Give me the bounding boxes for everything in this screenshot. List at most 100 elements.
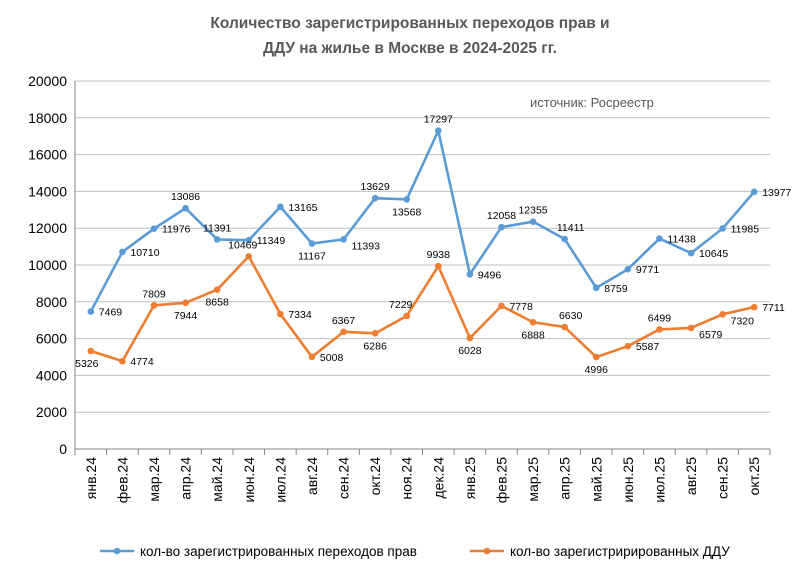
x-tick-label: июл.25: [651, 457, 667, 503]
x-tick-label: апр.25: [557, 457, 573, 500]
data-point: [656, 326, 663, 333]
data-label: 11391: [203, 222, 232, 234]
data-point: [403, 312, 411, 320]
data-point: [119, 357, 126, 365]
data-label: 7320: [731, 315, 755, 327]
data-label: 12355: [518, 205, 547, 217]
data-point: [624, 342, 632, 350]
data-label: 11985: [731, 223, 760, 235]
data-point: [245, 253, 253, 260]
data-label: 8658: [205, 297, 229, 309]
data-label: 10469: [228, 239, 257, 251]
y-tick-label: 12000: [28, 220, 67, 236]
x-tick-label: сен.25: [715, 457, 731, 499]
data-point: [719, 311, 726, 318]
data-label: 11349: [257, 235, 286, 247]
data-label: 13977: [762, 187, 791, 199]
data-point: [466, 270, 474, 278]
data-label: 5587: [636, 341, 660, 353]
y-tick-label: 4000: [36, 367, 67, 383]
data-point: [656, 235, 663, 242]
series-line-0: [89, 129, 756, 313]
data-label: 6367: [332, 315, 356, 327]
data-point: [182, 204, 189, 212]
x-tick-label: июн.25: [620, 457, 636, 503]
data-label: 4996: [585, 364, 609, 376]
data-point: [213, 236, 221, 243]
x-tick-label: ноя.24: [399, 457, 415, 500]
x-tick-label: дек.24: [430, 457, 446, 499]
data-point: [308, 240, 316, 247]
data-label: 8759: [604, 283, 628, 295]
data-label: 6499: [648, 312, 672, 324]
data-point: [119, 248, 126, 256]
data-label: 10645: [699, 248, 728, 260]
x-tick-label: мар.25: [525, 457, 541, 502]
data-point: [277, 310, 284, 318]
data-label: 11411: [557, 222, 585, 234]
data-point: [434, 262, 442, 270]
data-label: 9496: [478, 269, 502, 281]
x-tick-label: сен.24: [336, 457, 352, 499]
data-point: [245, 236, 253, 244]
x-tick-label: май.24: [209, 457, 225, 502]
data-point: [529, 218, 537, 225]
data-point: [150, 225, 158, 232]
data-point: [213, 286, 221, 293]
x-tick-label: фев.24: [114, 457, 130, 503]
data-label: 6286: [363, 340, 387, 352]
y-tick-label: 14000: [28, 183, 67, 199]
data-label: 6579: [699, 329, 723, 341]
data-label: 4774: [130, 356, 154, 368]
x-tick-label: авг.24: [304, 457, 320, 495]
y-tick-label: 6000: [36, 331, 67, 347]
y-tick-label: 18000: [28, 110, 67, 126]
data-label: 7778: [509, 301, 533, 313]
data-label: 17297: [424, 114, 453, 126]
data-label: 10710: [130, 247, 159, 259]
series-line-1: [90, 255, 755, 363]
y-tick-label: 2000: [36, 404, 67, 420]
data-label: 7229: [389, 299, 413, 311]
data-point: [182, 299, 189, 307]
x-tick-label: авг.25: [683, 457, 699, 495]
data-label: 13086: [171, 191, 200, 203]
data-point: [750, 303, 758, 311]
data-label: 12058: [487, 210, 516, 222]
data-label: 13568: [392, 206, 421, 218]
y-tick-label: 10000: [28, 257, 67, 273]
legend-label: кол-во зарегистрированных переходов прав: [140, 544, 417, 559]
data-point: [87, 308, 95, 315]
data-label: 11393: [352, 240, 381, 252]
data-point: [340, 328, 347, 336]
data-point: [498, 302, 505, 310]
data-point: [687, 249, 695, 257]
data-point: [592, 284, 600, 292]
data-point: [719, 225, 726, 232]
data-point: [750, 188, 758, 196]
data-point: [308, 353, 316, 361]
data-label: 5008: [320, 352, 344, 364]
data-label: 11976: [162, 224, 191, 236]
data-point: [371, 330, 379, 337]
legend-swatch-marker: [483, 547, 491, 555]
data-point: [592, 353, 600, 361]
x-tick-label: июл.24: [272, 457, 288, 503]
y-tick-label: 8000: [36, 294, 67, 310]
data-label: 7711: [762, 302, 785, 314]
data-point: [150, 302, 158, 309]
data-point: [529, 318, 537, 326]
data-label: 6630: [559, 310, 583, 322]
data-label: 9938: [427, 249, 451, 261]
data-label: 5326: [75, 358, 99, 370]
source-annotation: источник: Росреестр: [530, 95, 654, 110]
data-label: 7334: [288, 309, 312, 321]
data-point: [498, 223, 505, 231]
data-point: [403, 196, 411, 203]
data-label: 7809: [142, 288, 166, 300]
legend-label: кол-во зарегистрирированных ДДУ: [510, 544, 730, 559]
data-point: [561, 323, 568, 331]
data-point: [371, 194, 379, 202]
